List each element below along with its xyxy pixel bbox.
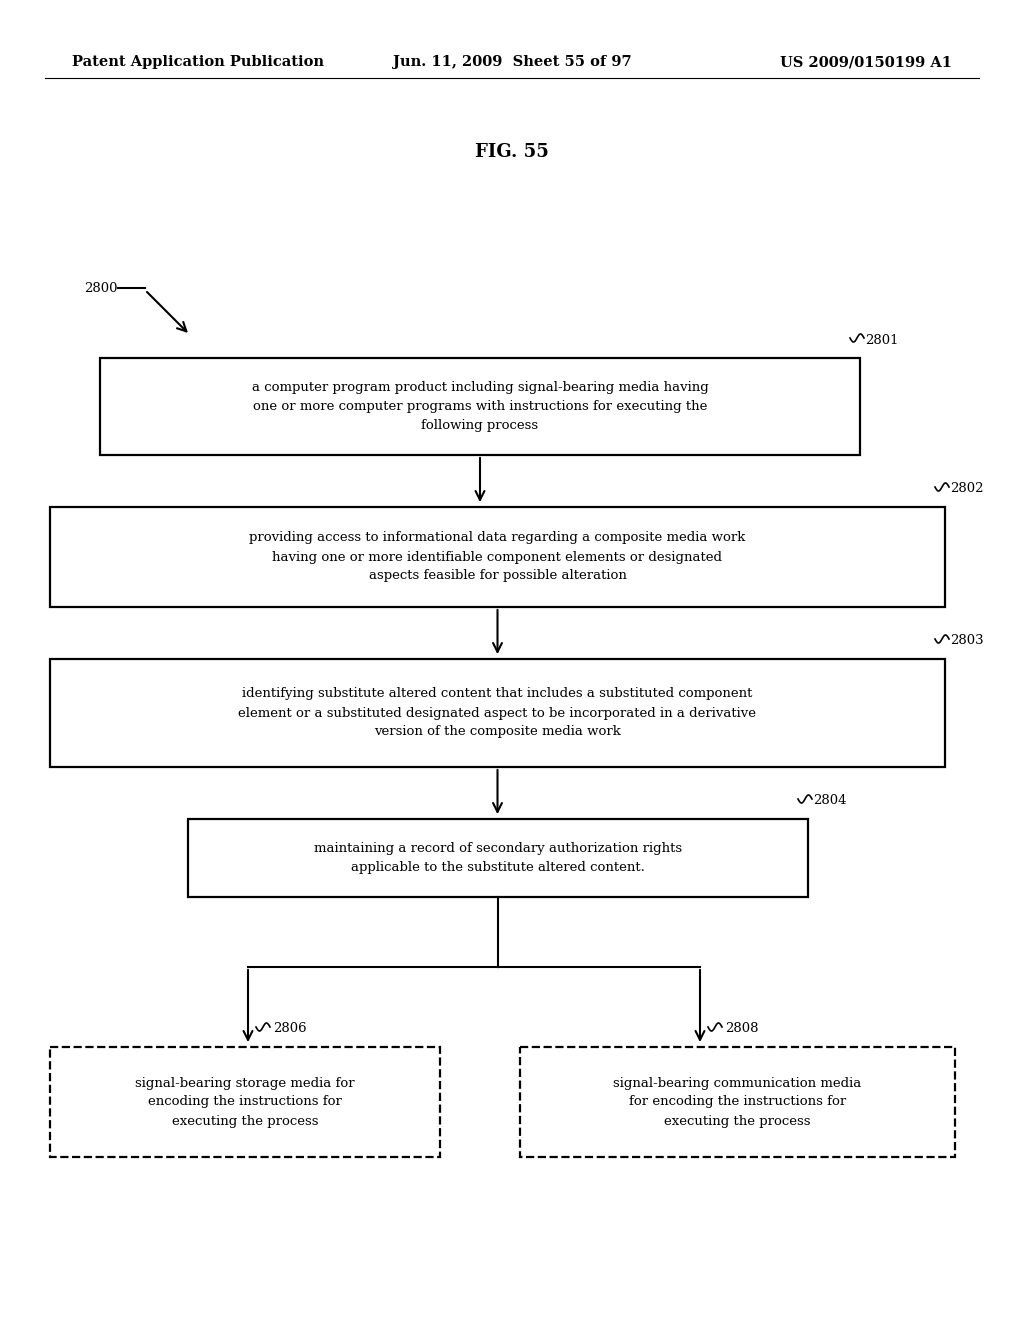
Text: 2804: 2804 [813, 795, 847, 808]
Text: a computer program product including signal-bearing media having
one or more com: a computer program product including sig… [252, 381, 709, 432]
Text: identifying substitute altered content that includes a substituted component
ele: identifying substitute altered content t… [239, 688, 757, 738]
Bar [100, 358, 860, 455]
Text: 2801: 2801 [865, 334, 898, 346]
Text: maintaining a record of secondary authorization rights
applicable to the substit: maintaining a record of secondary author… [314, 842, 682, 874]
Bar [50, 507, 945, 607]
Text: FIG. 55: FIG. 55 [475, 143, 549, 161]
Bar [520, 1047, 955, 1158]
Text: 2800: 2800 [85, 281, 118, 294]
Text: 2803: 2803 [950, 635, 984, 648]
Text: 2802: 2802 [950, 483, 983, 495]
Bar [50, 1047, 440, 1158]
Bar [50, 659, 945, 767]
Text: Patent Application Publication: Patent Application Publication [72, 55, 324, 69]
Text: 2808: 2808 [725, 1023, 759, 1035]
Text: signal-bearing storage media for
encoding the instructions for
executing the pro: signal-bearing storage media for encodin… [135, 1077, 354, 1127]
Text: Jun. 11, 2009  Sheet 55 of 97: Jun. 11, 2009 Sheet 55 of 97 [392, 55, 632, 69]
Bar [188, 818, 808, 898]
Text: providing access to informational data regarding a composite media work
having o: providing access to informational data r… [249, 532, 745, 582]
Text: signal-bearing communication media
for encoding the instructions for
executing t: signal-bearing communication media for e… [613, 1077, 861, 1127]
Text: 2806: 2806 [273, 1023, 306, 1035]
Text: US 2009/0150199 A1: US 2009/0150199 A1 [780, 55, 952, 69]
